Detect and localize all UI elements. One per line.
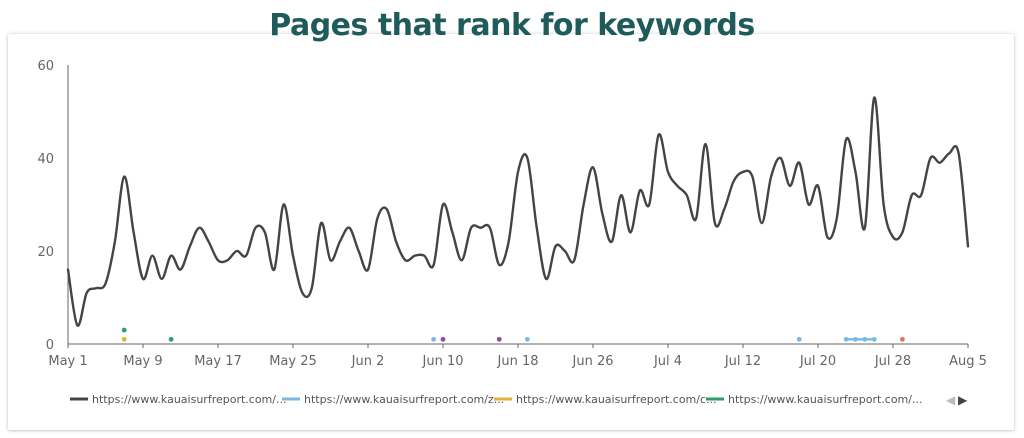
x-tick-label: May 25 <box>269 354 317 369</box>
x-axis: May 1 May 9 May 17 May 25 Jun 2 Jun 10 Jun 18 J… <box>48 343 987 369</box>
data-point <box>121 336 127 342</box>
series-5 <box>440 336 502 342</box>
y-tick-label: 20 <box>37 245 54 260</box>
legend-label: https://www.kauaisurfreport.com/z... <box>304 393 504 406</box>
data-point <box>899 336 905 342</box>
legend-item[interactable]: https://www.kauaisurfreport.com/c... <box>494 393 717 406</box>
legend-item[interactable]: https://www.kauaisurfreport.com/z... <box>282 393 504 406</box>
y-tick-label: 0 <box>46 338 54 353</box>
data-point <box>496 336 502 342</box>
legend-label: https://www.kauaisurfreport.com/c... <box>516 393 717 406</box>
data-point <box>796 336 802 342</box>
series-6 <box>899 336 905 342</box>
x-tick-label: May 1 <box>48 354 87 369</box>
chart-title: Pages that rank for keywords <box>269 8 755 43</box>
series-2 <box>431 336 877 342</box>
x-tick-label: Jun 18 <box>497 354 539 369</box>
legend-label: https://www.kauaisurfreport.com/... <box>92 393 286 406</box>
y-tick-label: 60 <box>37 59 54 74</box>
x-tick-label: Jun 10 <box>422 354 464 369</box>
x-tick-label: Jul 28 <box>874 354 911 369</box>
x-tick-label: Aug 5 <box>949 354 987 369</box>
y-axis: 0 20 40 60 <box>37 59 69 353</box>
legend-label: https://www.kauaisurfreport.com/... <box>728 393 922 406</box>
legend-item[interactable]: https://www.kauaisurfreport.com/... <box>70 393 286 406</box>
chevron-right-icon[interactable]: ▶ <box>958 393 968 407</box>
series-line <box>66 96 970 327</box>
y-tick-label: 40 <box>37 152 54 167</box>
data-point <box>524 336 530 342</box>
x-tick-label: Jul 4 <box>653 354 682 369</box>
x-tick-label: May 9 <box>123 354 162 369</box>
chevron-left-icon[interactable]: ◀ <box>946 393 956 407</box>
x-tick-label: Jul 12 <box>724 354 761 369</box>
data-point <box>168 336 174 342</box>
series-3 <box>121 336 127 342</box>
legend: https://www.kauaisurfreport.com/... https… <box>70 393 922 406</box>
x-tick-label: Jul 20 <box>799 354 836 369</box>
x-tick-label: May 17 <box>194 354 242 369</box>
data-point <box>431 336 437 342</box>
series-4 <box>121 327 174 342</box>
data-point <box>440 336 446 342</box>
series-1 <box>66 96 970 327</box>
x-tick-label: Jun 2 <box>351 354 385 369</box>
x-tick-label: Jun 26 <box>572 354 614 369</box>
data-point <box>121 327 127 333</box>
legend-nav: ◀ ▶ <box>946 393 968 407</box>
series-layer <box>66 96 970 342</box>
legend-item[interactable]: https://www.kauaisurfreport.com/... <box>706 393 922 406</box>
